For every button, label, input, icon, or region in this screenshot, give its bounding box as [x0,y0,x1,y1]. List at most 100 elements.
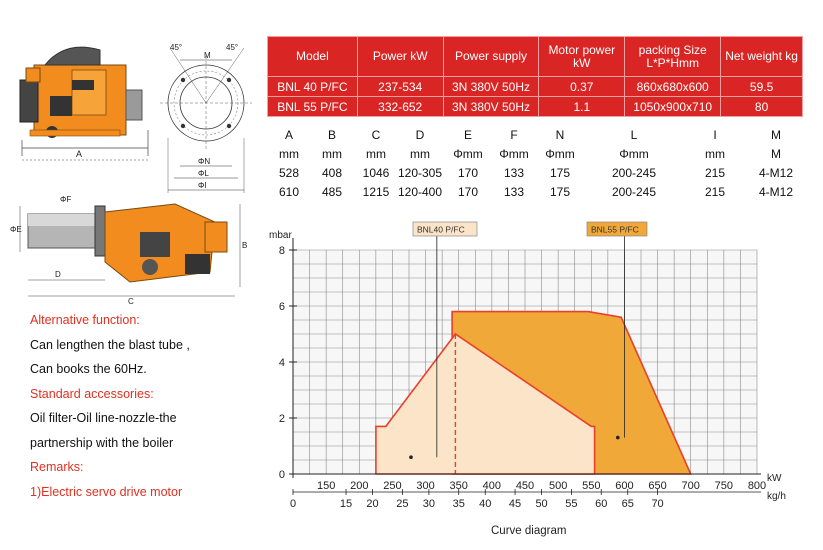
angle-right-label: 45° [226,43,238,52]
notes-block: Alternative function: Can lengthen the b… [30,308,265,504]
dim-cell: 175 [549,165,571,180]
dim-cell: 133 [503,184,525,199]
x-tick-label: 400 [483,480,501,492]
spec-cell: 332-652 [356,96,444,117]
x2-tick-label: 20 [366,498,378,510]
dim-letter: I [713,127,717,142]
spec-cell: 1.1 [538,96,626,117]
bolt-hole-icon [226,123,232,129]
dim-letter: A [284,127,293,142]
spec-cell: 860x680x600 [624,76,722,97]
dim-letter: F [510,127,518,142]
dim-unit: M [771,146,781,161]
dim-cell: 610 [278,184,300,199]
burner-front-drawing: A [19,46,149,161]
alternative-function-line: Can books the 60Hz. [30,362,147,376]
table-row: BNL 55 P/FC 332-652 3N 380V 50Hz 1.1 105… [267,96,803,117]
x2-tick-label: 60 [595,498,607,510]
spec-cell: BNL 55 P/FC [267,96,358,117]
y-tick-label: 8 [279,245,285,257]
x-tick-label: 250 [383,480,401,492]
spec-cell: 3N 380V 50Hz [442,96,540,117]
dim-unit: mm [366,146,386,161]
x-tick-label: 450 [516,480,534,492]
dimension-c-label: C [128,297,134,306]
dim-cell: 4-M12 [758,184,793,199]
dim-unit: Φmm [545,146,575,161]
dimension-a-label: A [76,149,82,159]
bnl40-area-dot [409,455,413,459]
dim-unit: mm [705,146,725,161]
dimension-l-label: ΦL [198,169,209,178]
dim-cell: 170 [457,184,479,199]
x-tick-label: 550 [582,480,600,492]
x2-tick-label: 65 [622,498,634,510]
chart-x2-axis-label: kg/h [767,491,786,502]
dim-cell: 1215 [362,184,390,199]
bnl55-area-dot [616,435,620,440]
spec-cell: BNL 40 P/FC [267,76,358,97]
y-tick-label: 2 [279,413,285,425]
x2-tick-label: 15 [340,498,352,510]
dim-unit: mm [410,146,430,161]
angle-left-label: 45° [170,43,182,52]
chart-legend: BNL40 P/FC BNL55 P/FC [412,221,648,458]
table-row: 610 485 1215 120-400 170 133 175 200-245… [270,182,806,201]
spec-header-power: Power kW [356,36,444,77]
spec-header-packing: packing Size L*P*Hmm [624,36,722,77]
alternative-function-title: Alternative function: [30,313,140,327]
x2-tick-label: 25 [396,498,408,510]
dim-cell: 485 [321,184,343,199]
x-tick-label: 600 [615,480,633,492]
dim-unit: mm [322,146,342,161]
y-tick-label: 0 [279,469,285,481]
chart-areas [375,310,692,475]
x2-tick-label: 30 [423,498,435,510]
standard-accessories-title: Standard accessories: [30,386,154,401]
dim-cell: 1046 [362,165,390,180]
dim-cell: 215 [704,184,726,199]
standard-accessories-line: Oil filter-Oil line-nozzle-the [30,411,177,425]
dim-cell: 528 [278,165,300,180]
standard-accessories-line: partnership with the boiler [30,435,174,450]
spec-cell: 80 [720,96,803,117]
x-tick-label: 300 [416,480,434,492]
remarks-line: 1)Electric servo drive motor [30,484,183,499]
spec-table: Model Power kW Power supply Motor power … [267,36,803,117]
x-tick-label: 200 [350,480,368,492]
x-tick-label: 700 [682,480,700,492]
x-tick-label: 800 [748,480,766,492]
dimension-letter-row: A B C D E F N L I M [270,125,806,144]
legend-box-bnl40 [412,221,478,237]
remarks-title: Remarks: [30,460,84,474]
chart-x-axis-label: kW [767,473,782,484]
spec-cell: 237-534 [356,76,444,97]
dim-cell: 120-400 [397,184,443,199]
dim-cell: 215 [704,165,726,180]
dim-cell: 4-M12 [758,165,793,180]
dim-letter: L [630,127,638,142]
dim-cell: 408 [321,165,343,180]
dim-cell: 200-245 [611,165,657,180]
burner-housing-icon [104,203,228,283]
dim-unit: Φmm [453,146,483,161]
dim-unit: Φmm [499,146,529,161]
x2-tick-label: 70 [651,498,663,510]
x-tick-label: 650 [648,480,666,492]
x-tick-label: 500 [549,480,567,492]
dim-cell: 175 [549,184,571,199]
dimension-d-label: D [55,270,61,279]
dimension-unit-row: mm mm mm mm Φmm Φmm Φmm Φmm mm M [270,144,806,163]
series-area-bnl40 [375,332,596,475]
chart-title: Curve diagram [491,525,566,537]
x2-tick-label: 35 [453,498,465,510]
dimension-m-label: M [204,51,211,60]
dim-letter: E [463,127,472,142]
alternative-function-line: Can lengthen the blast tube , [30,337,190,352]
dim-letter: N [555,127,565,142]
dim-cell: 120-305 [397,165,443,180]
x2-tick-label: 0 [290,498,296,510]
burner-body-icon [19,46,143,138]
